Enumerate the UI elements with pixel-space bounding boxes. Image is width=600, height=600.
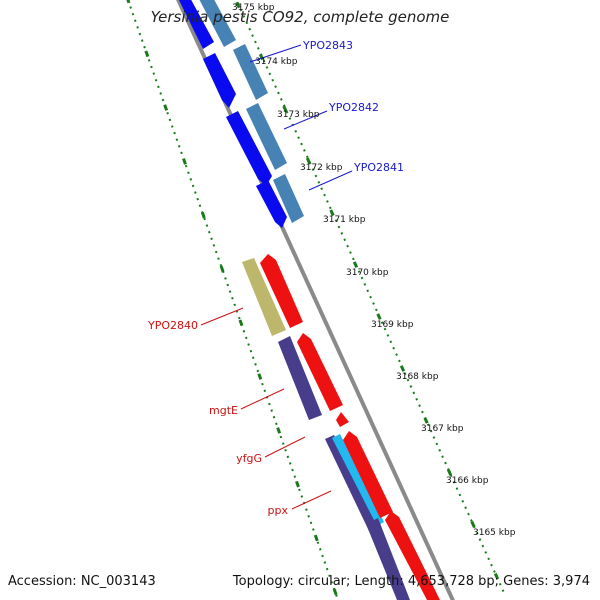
forward-cds-arrow[interactable] (226, 111, 272, 186)
tick-mark (332, 588, 338, 596)
tick-mark (200, 211, 206, 219)
tick-mark (295, 480, 300, 488)
forward-cds-arrow[interactable] (256, 180, 287, 228)
map-title: Yersinia pestis CO92, complete genome (150, 8, 450, 26)
tick-mark (305, 157, 312, 165)
forward-cds-arrow[interactable] (203, 53, 236, 108)
reverse-strand-features (242, 254, 440, 600)
tick-mark (399, 365, 406, 372)
tick-label: 3170 kbp (346, 268, 389, 278)
tick-mark (313, 534, 319, 542)
tick-mark (219, 265, 225, 273)
genome-summary-text: Topology: circular; Length: 4,653,728 bp… (232, 574, 590, 589)
reverse-gene-block[interactable] (366, 518, 410, 600)
leader-line (291, 490, 332, 510)
tick-mark (376, 313, 382, 320)
tick-mark (182, 158, 187, 165)
tick-mark (163, 104, 169, 111)
reverse-cds-arrow[interactable] (297, 333, 343, 411)
tick-mark (352, 261, 359, 269)
gene-label-ypo2841[interactable]: YPO2841 (353, 161, 404, 174)
inner-tick-marks (126, 0, 338, 596)
reverse-cds-arrow[interactable] (385, 511, 440, 600)
tick-label: 3168 kbp (396, 372, 439, 382)
forward-gene-arrow[interactable] (273, 174, 304, 223)
tick-mark (493, 572, 500, 580)
reverse-gene-block[interactable] (325, 435, 378, 531)
accession-text: Accession: NC_003143 (8, 574, 156, 589)
gene-labels: YPO2843 YPO2842 YPO2841 YPO2840 mgtE yfg… (147, 39, 404, 517)
tick-mark (276, 427, 282, 434)
tick-mark (257, 373, 263, 380)
forward-gene-arrow[interactable] (198, 0, 236, 47)
forward-gene-arrow[interactable] (233, 44, 268, 100)
tick-labels: 3175 kbp 3174 kbp 3173 kbp 3172 kbp 3171… (232, 3, 516, 538)
reverse-gene-block[interactable] (242, 258, 286, 336)
forward-strand-features (178, 0, 304, 228)
gene-label-ypo2843[interactable]: YPO2843 (302, 39, 353, 52)
reverse-cds-arrow[interactable] (343, 431, 393, 518)
outer-tick-marks (235, 1, 500, 580)
tick-mark (470, 520, 476, 528)
gene-label-yfgg[interactable]: yfgG (236, 452, 262, 465)
tick-label: 3169 kbp (371, 320, 414, 330)
tick-mark (329, 209, 335, 217)
outer-dotted-track (235, 0, 506, 596)
tick-label: 3175 kbp (232, 3, 275, 13)
tick-mark (144, 50, 150, 58)
reverse-gene-block[interactable] (332, 434, 384, 526)
tick-label: 3174 kbp (255, 57, 298, 67)
tick-mark (423, 417, 429, 424)
tick-mark (282, 105, 288, 113)
leader-line (264, 436, 306, 458)
leader-line (308, 170, 353, 191)
reverse-cds-arrow[interactable] (336, 412, 349, 427)
reverse-cds-arrow[interactable] (260, 254, 303, 328)
gene-label-ppx[interactable]: ppx (268, 504, 289, 517)
label-leader-lines (200, 44, 353, 510)
forward-cds-arrow[interactable] (178, 0, 214, 49)
tick-label: 3173 kbp (277, 110, 320, 120)
tick-label: 3166 kbp (446, 476, 489, 486)
tick-mark (258, 53, 265, 61)
leader-line (283, 110, 328, 130)
tick-mark (235, 1, 241, 9)
tick-label: 3165 kbp (473, 528, 516, 538)
reverse-gene-block[interactable] (278, 336, 322, 420)
tick-mark (238, 319, 244, 327)
tick-label: 3171 kbp (323, 215, 366, 225)
tick-label: 3167 kbp (421, 424, 464, 434)
forward-gene-arrow[interactable] (246, 103, 287, 170)
leader-line (249, 44, 302, 63)
leader-line (240, 388, 285, 410)
gene-label-ypo2840[interactable]: YPO2840 (147, 319, 198, 332)
gene-label-mgte[interactable]: mgtE (209, 404, 238, 417)
inner-dotted-track (127, 0, 339, 600)
gene-label-ypo2842[interactable]: YPO2842 (328, 101, 379, 114)
leader-line (200, 307, 244, 326)
tick-mark (126, 0, 131, 4)
tick-label: 3172 kbp (300, 163, 343, 173)
tick-mark (446, 469, 453, 476)
